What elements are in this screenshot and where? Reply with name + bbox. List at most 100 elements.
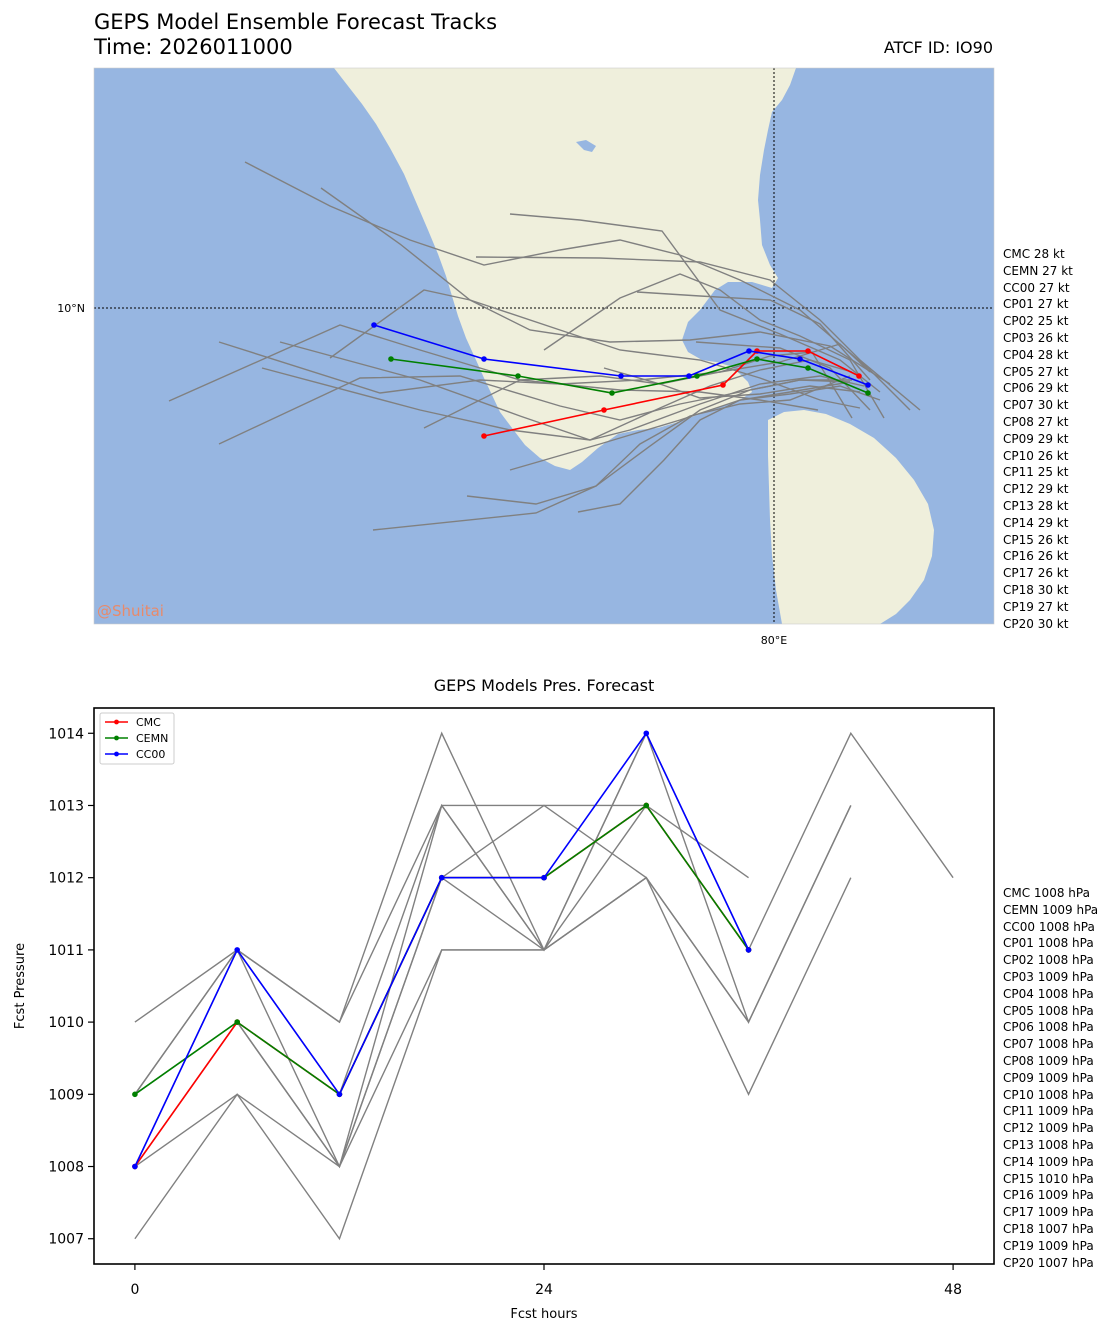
- pressure-value-entry: CP03 1009 hPa: [1003, 969, 1094, 984]
- cemn-track: [388, 356, 871, 396]
- member-track: [636, 291, 871, 381]
- title-line-1: GEPS Model Ensemble Forecast Tracks: [94, 10, 498, 34]
- pressure-value-entry: CC00 1008 hPa: [1003, 919, 1095, 934]
- cmc-track: [481, 348, 862, 439]
- atcf-id: ATCF ID: IO90: [883, 38, 993, 57]
- pressure-value-entry: CP02 1008 hPa: [1003, 953, 1094, 968]
- cc00-track: [371, 322, 871, 388]
- series-point: [234, 947, 240, 953]
- track-intensity-entry: CP07 30 kt: [1003, 398, 1069, 413]
- track-intensity-entry: CP12 29 kt: [1003, 482, 1069, 497]
- legend-label: CEMN: [136, 732, 168, 745]
- cc00-pressure-series: [132, 730, 752, 1170]
- y-tick-label: 1012: [48, 871, 84, 887]
- cmc-pressure-series: [132, 802, 752, 1170]
- pressure-value-entry: CP04 1008 hPa: [1003, 986, 1094, 1001]
- pressure-value-entry: CP06 1008 hPa: [1003, 1020, 1094, 1035]
- pressure-value-entry: CP08 1009 hPa: [1003, 1053, 1094, 1068]
- y-tick-label: 1010: [48, 1015, 84, 1031]
- pressure-value-entry: CP14 1009 hPa: [1003, 1154, 1094, 1169]
- pressure-value-entry: CP19 1009 hPa: [1003, 1238, 1094, 1253]
- legend-label: CMC: [136, 716, 161, 729]
- x-axis-label: Fcst hours: [510, 1307, 577, 1322]
- watermark: @Shuitai: [97, 602, 164, 620]
- legend-marker: [114, 751, 119, 757]
- pressure-value-list: CMC 1008 hPa CEMN 1009 hPa CC00 1008 hPa CP…: [1003, 885, 1098, 1271]
- y-tick-label: 1013: [48, 798, 84, 814]
- series-point: [132, 1091, 138, 1098]
- track-intensity-entry: CP01 27 kt: [1003, 297, 1069, 312]
- title-line-2: Time: 2026011000: [94, 35, 293, 59]
- series-point: [438, 874, 445, 881]
- track-intensity-entry: CP20 30 kt: [1003, 616, 1069, 631]
- track-intensity-entry: CP18 30 kt: [1003, 582, 1069, 597]
- x-tick-label: 0: [130, 1282, 139, 1298]
- map-frame: [93, 67, 995, 625]
- member-track: [244, 161, 911, 411]
- legend-marker: [114, 719, 119, 725]
- track-intensity-entry: CP10 26 kt: [1003, 448, 1069, 463]
- series-point: [643, 730, 650, 737]
- y-tick-label: 1008: [48, 1160, 84, 1176]
- pressure-value-entry: CP09 1009 hPa: [1003, 1070, 1094, 1085]
- pressure-plot-frame: [93, 707, 995, 1265]
- track-intensity-entry: CP15 26 kt: [1003, 532, 1069, 547]
- pressure-axes: 1007 1008 1009 1010 1011 1012 1013 1014 0 24 48: [48, 726, 962, 1298]
- member-track: [261, 359, 853, 441]
- y-tick-label: 1007: [48, 1232, 84, 1248]
- x-tick-label: 24: [535, 1282, 553, 1298]
- track-intensity-entry: CP09 29 kt: [1003, 431, 1069, 446]
- pressure-value-entry: CP11 1009 hPa: [1003, 1104, 1094, 1119]
- member-pressure-line: [134, 803, 852, 1169]
- track-intensity-entry: CP03 26 kt: [1003, 330, 1069, 345]
- y-tick-label: 1009: [48, 1087, 84, 1103]
- pressure-value-entry: CMC 1008 hPa: [1003, 886, 1090, 900]
- member-track: [695, 341, 871, 411]
- track-intensity-entry: CP19 27 kt: [1003, 599, 1069, 614]
- series-point: [336, 1091, 343, 1098]
- pressure-chart-title: GEPS Models Pres. Forecast: [433, 676, 655, 695]
- series-point: [541, 874, 547, 881]
- track-intensity-list: CMC 28 kt CEMN 27 kt CC00 27 kt CP01 27 kt C…: [1003, 246, 1073, 632]
- series-point: [132, 1163, 138, 1170]
- india-landmass: [334, 68, 796, 470]
- track-intensity-entry: CP16 26 kt: [1003, 549, 1069, 564]
- member-track: [218, 341, 853, 419]
- pressure-value-entry: CP18 1007 hPa: [1003, 1221, 1094, 1236]
- pressure-value-entry: CP13 1008 hPa: [1003, 1137, 1094, 1152]
- track-map: 10°N 80°E: [57, 67, 995, 647]
- track-intensity-entry: CP02 25 kt: [1003, 314, 1069, 329]
- member-track: [509, 213, 881, 393]
- member-pressure-line: [134, 877, 647, 1241]
- lon-label: 80°E: [761, 634, 787, 647]
- pressure-value-entry: CEMN 1009 hPa: [1003, 902, 1099, 917]
- track-intensity-entry: CP17 26 kt: [1003, 566, 1069, 581]
- track-intensity-entry: CEMN 27 kt: [1003, 263, 1073, 278]
- member-track: [372, 375, 851, 531]
- legend-marker: [114, 735, 119, 741]
- pressure-value-entry: CP12 1009 hPa: [1003, 1121, 1094, 1136]
- y-tick-label: 1011: [48, 943, 84, 959]
- member-pressure-line: [134, 876, 852, 1168]
- member-track: [577, 381, 851, 513]
- pressure-value-entry: CP05 1008 hPa: [1003, 1003, 1094, 1018]
- track-intensity-entry: CP13 28 kt: [1003, 498, 1069, 513]
- track-intensity-entry: CP06 29 kt: [1003, 381, 1069, 396]
- track-intensity-entry: CP11 25 kt: [1003, 465, 1069, 480]
- pressure-value-entry: CP17 1009 hPa: [1003, 1205, 1094, 1220]
- y-tick-label: 1014: [48, 726, 84, 742]
- pressure-legend: CMC CEMN CC00: [99, 712, 175, 765]
- pressure-value-entry: CP20 1007 hPa: [1003, 1255, 1094, 1270]
- pressure-highlight-lines: [132, 730, 752, 1170]
- track-intensity-entry: CP08 27 kt: [1003, 414, 1069, 429]
- member-pressure-line: [134, 804, 750, 1169]
- pressure-value-entry: CP01 1008 hPa: [1003, 936, 1094, 951]
- series-point: [745, 947, 752, 953]
- member-track: [475, 256, 921, 411]
- track-intensity-entry: CMC 28 kt: [1003, 247, 1065, 261]
- y-axis-label: Fcst Pressure: [13, 943, 28, 1029]
- member-track: [543, 273, 885, 419]
- member-track: [279, 341, 865, 441]
- series-point: [234, 1019, 240, 1025]
- pressure-value-entry: CP07 1008 hPa: [1003, 1037, 1094, 1052]
